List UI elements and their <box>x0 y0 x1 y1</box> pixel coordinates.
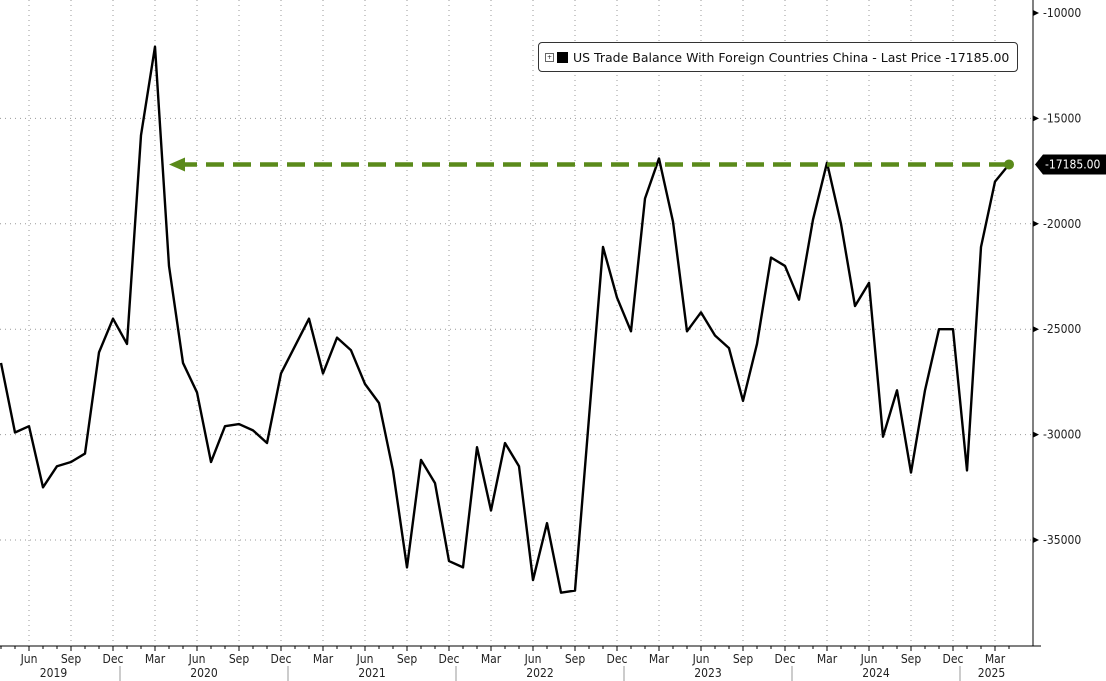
x-year-label: 2022 <box>526 666 553 680</box>
last-price-tag <box>1035 154 1106 175</box>
series-line <box>0 45 1010 594</box>
x-tick-label: Jun <box>20 652 38 666</box>
x-tick-label: Sep <box>565 652 586 666</box>
x-tick-label: Mar <box>649 652 670 666</box>
y-tick-label: -15000 <box>1043 111 1081 125</box>
x-tick-label: Jun <box>692 652 710 666</box>
x-tick-label: Jun <box>356 652 374 666</box>
x-tick-label: Jun <box>188 652 206 666</box>
legend-swatch <box>557 51 568 63</box>
x-tick-label: Mar <box>313 652 334 666</box>
y-tick-label: -30000 <box>1043 428 1081 442</box>
last-price-label: -17185.00 <box>1045 157 1101 171</box>
x-tick-label: Mar <box>985 652 1006 666</box>
y-tick-mark <box>1033 220 1039 227</box>
x-tick-label: Sep <box>229 652 250 666</box>
y-tick-label: -35000 <box>1043 533 1081 547</box>
last-price-dot <box>1004 159 1014 170</box>
x-tick-label: Sep <box>733 652 754 666</box>
legend-expand-icon[interactable]: + <box>545 52 554 62</box>
x-tick-label: Jun <box>524 652 542 666</box>
legend: + US Trade Balance With Foreign Countrie… <box>538 42 1019 72</box>
x-tick-label: Mar <box>145 652 166 666</box>
x-tick-label: Sep <box>397 652 418 666</box>
y-tick-label: -25000 <box>1043 322 1081 336</box>
y-tick-mark <box>1033 326 1039 333</box>
x-tick-label: Dec <box>271 652 292 666</box>
x-tick-label: Dec <box>607 652 628 666</box>
y-tick-label: -10000 <box>1043 6 1081 20</box>
reference-arrowhead <box>169 157 185 172</box>
legend-label: US Trade Balance With Foreign Countries … <box>573 49 1010 65</box>
x-tick-label: Dec <box>439 652 460 666</box>
x-year-label: 2019 <box>40 666 68 680</box>
x-tick-label: Dec <box>775 652 796 666</box>
x-year-label: 2023 <box>694 666 721 680</box>
x-year-label: 2025 <box>978 666 1005 680</box>
x-year-label: 2021 <box>358 666 385 680</box>
x-year-label: 2020 <box>190 666 218 680</box>
x-tick-label: Sep <box>901 652 922 666</box>
y-tick-mark <box>1033 115 1039 122</box>
x-tick-label: Sep <box>61 652 82 666</box>
y-tick-label: -20000 <box>1043 217 1081 231</box>
x-tick-label: Dec <box>103 652 124 666</box>
x-tick-label: Mar <box>481 652 502 666</box>
x-tick-label: Mar <box>817 652 838 666</box>
x-year-label: 2024 <box>862 666 890 680</box>
y-tick-mark <box>1033 431 1039 438</box>
x-tick-label: Jun <box>860 652 878 666</box>
y-tick-mark <box>1033 537 1039 543</box>
x-tick-label: Dec <box>943 652 964 666</box>
y-tick-mark <box>1033 10 1039 16</box>
